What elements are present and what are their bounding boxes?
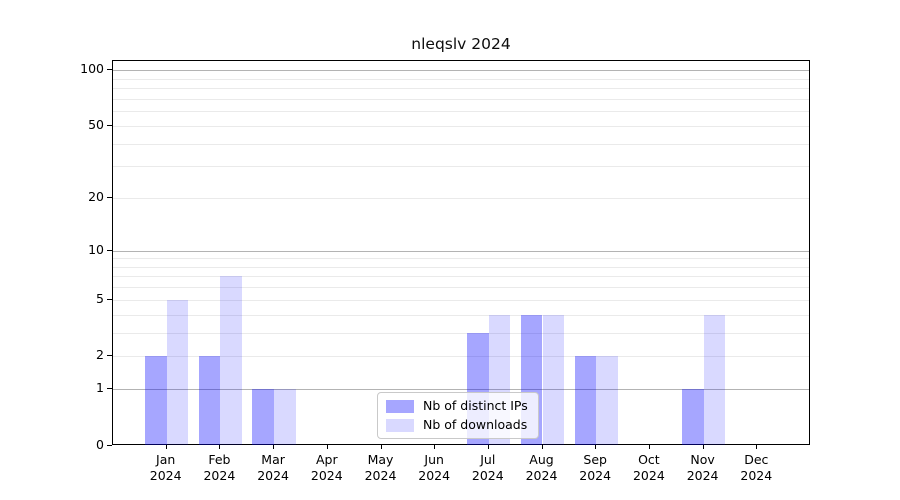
legend-swatch-distinct-ips	[386, 399, 414, 413]
gridline-minor-5	[113, 299, 809, 301]
bar-distinct-ips-feb	[198, 356, 221, 446]
y-tick-mark-10	[107, 249, 112, 251]
x-tick-mark-sep	[595, 444, 597, 449]
bar-distinct-ips-nov	[681, 389, 704, 446]
x-tick-mark-nov	[702, 444, 704, 449]
bar-downloads-jan	[166, 299, 189, 446]
x-tick-label-jul: Jul 2024	[471, 451, 504, 483]
x-tick-mark-apr	[326, 444, 328, 449]
y-tick-mark-5	[107, 298, 112, 300]
gridline-minor-8	[113, 266, 809, 268]
chart-legend: Nb of distinct IPs Nb of downloads	[377, 392, 539, 439]
gridline-minor-40	[113, 143, 809, 145]
legend-entry-distinct-ips: Nb of distinct IPs	[386, 398, 528, 414]
x-tick-label-mar: Mar 2024	[257, 451, 289, 483]
y-tick-label-5: 5	[96, 290, 104, 306]
bar-distinct-ips-mar	[252, 389, 275, 446]
x-tick-mark-jul	[487, 444, 489, 449]
x-tick-mark-jan	[165, 444, 167, 449]
gridline-major-1	[113, 389, 809, 391]
x-tick-label-may: May 2024	[364, 451, 397, 483]
gridline-minor-3	[113, 332, 809, 334]
x-tick-mark-mar	[273, 444, 275, 449]
y-tick-mark-100	[107, 69, 112, 71]
x-tick-label-jan: Jan 2024	[149, 451, 182, 483]
bar-downloads-sep	[596, 356, 618, 446]
x-tick-mark-may	[380, 444, 382, 449]
bar-downloads-mar	[274, 389, 296, 446]
bar-distinct-ips-sep	[574, 356, 597, 446]
gridline-minor-4	[113, 314, 809, 316]
y-tick-mark-50	[107, 124, 112, 126]
gridline-major-10	[113, 250, 809, 252]
plot-area	[112, 60, 810, 446]
gridline-minor-80	[113, 88, 809, 90]
y-tick-label-1: 1	[96, 380, 104, 396]
x-tick-mark-aug	[541, 444, 543, 449]
x-tick-mark-feb	[219, 444, 221, 449]
bar-downloads-nov	[703, 314, 726, 446]
x-tick-label-aug: Aug 2024	[525, 451, 558, 483]
bar-downloads-aug	[542, 314, 565, 446]
gridline-minor-50	[113, 125, 809, 127]
y-tick-label-20: 20	[88, 189, 104, 204]
gridline-major-100	[113, 70, 809, 72]
legend-swatch-downloads	[386, 418, 414, 432]
gridline-minor-90	[113, 78, 809, 80]
x-tick-label-oct: Oct 2024	[632, 451, 665, 483]
legend-entry-downloads: Nb of downloads	[386, 417, 528, 433]
gridline-minor-7	[113, 276, 809, 278]
y-tick-label-0: 0	[96, 436, 104, 452]
y-tick-label-10: 10	[88, 241, 104, 257]
x-tick-label-nov: Nov 2024	[686, 451, 719, 483]
y-tick-mark-1	[107, 388, 112, 390]
y-tick-label-100: 100	[80, 61, 104, 77]
gridline-minor-20	[113, 198, 809, 199]
y-tick-mark-0	[107, 444, 112, 446]
legend-label-downloads: Nb of downloads	[423, 417, 528, 432]
x-tick-label-dec: Dec 2024	[740, 451, 773, 483]
gridline-minor-2	[113, 356, 809, 358]
bar-distinct-ips-jan	[145, 356, 167, 446]
y-tick-mark-2	[107, 355, 112, 357]
y-tick-label-2: 2	[96, 347, 104, 363]
x-tick-label-jun: Jun 2024	[418, 451, 451, 483]
bar-downloads-feb	[220, 276, 243, 446]
chart-title: nleqslv 2024	[411, 35, 511, 53]
gridline-minor-70	[113, 99, 809, 100]
gridline-minor-60	[113, 111, 809, 113]
gridline-minor-6	[113, 287, 809, 289]
y-tick-label-50: 50	[88, 116, 104, 132]
x-tick-label-apr: Apr 2024	[310, 451, 343, 483]
gridline-minor-30	[113, 166, 809, 168]
x-tick-label-feb: Feb 2024	[203, 451, 236, 483]
gridline-minor-9	[113, 258, 809, 260]
x-tick-mark-oct	[648, 444, 650, 449]
x-tick-mark-dec	[756, 444, 758, 449]
legend-label-distinct-ips: Nb of distinct IPs	[423, 398, 528, 413]
x-tick-label-sep: Sep 2024	[579, 451, 612, 483]
y-tick-mark-20	[107, 197, 112, 198]
x-tick-mark-jun	[434, 444, 436, 449]
